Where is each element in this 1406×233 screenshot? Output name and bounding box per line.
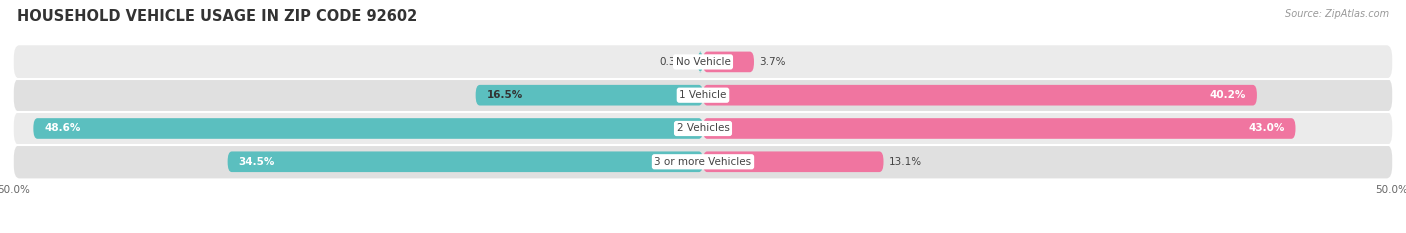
Text: HOUSEHOLD VEHICLE USAGE IN ZIP CODE 92602: HOUSEHOLD VEHICLE USAGE IN ZIP CODE 9260… [17, 9, 418, 24]
FancyBboxPatch shape [703, 118, 1295, 139]
Text: 0.39%: 0.39% [659, 57, 692, 67]
Text: No Vehicle: No Vehicle [675, 57, 731, 67]
FancyBboxPatch shape [14, 45, 1392, 79]
FancyBboxPatch shape [14, 145, 1392, 178]
Text: 1 Vehicle: 1 Vehicle [679, 90, 727, 100]
FancyBboxPatch shape [703, 85, 1257, 106]
Text: 48.6%: 48.6% [45, 123, 80, 134]
Text: 43.0%: 43.0% [1249, 123, 1285, 134]
Text: 3.7%: 3.7% [759, 57, 786, 67]
Text: Source: ZipAtlas.com: Source: ZipAtlas.com [1285, 9, 1389, 19]
FancyBboxPatch shape [14, 112, 1392, 145]
Legend: Owner-occupied, Renter-occupied: Owner-occupied, Renter-occupied [598, 231, 808, 233]
Text: 3 or more Vehicles: 3 or more Vehicles [654, 157, 752, 167]
FancyBboxPatch shape [703, 51, 754, 72]
FancyBboxPatch shape [228, 151, 703, 172]
FancyBboxPatch shape [14, 79, 1392, 112]
Text: 40.2%: 40.2% [1209, 90, 1246, 100]
FancyBboxPatch shape [697, 51, 703, 72]
FancyBboxPatch shape [475, 85, 703, 106]
Text: 13.1%: 13.1% [889, 157, 922, 167]
Text: 16.5%: 16.5% [486, 90, 523, 100]
Text: 34.5%: 34.5% [239, 157, 276, 167]
FancyBboxPatch shape [34, 118, 703, 139]
Text: 2 Vehicles: 2 Vehicles [676, 123, 730, 134]
FancyBboxPatch shape [703, 151, 883, 172]
